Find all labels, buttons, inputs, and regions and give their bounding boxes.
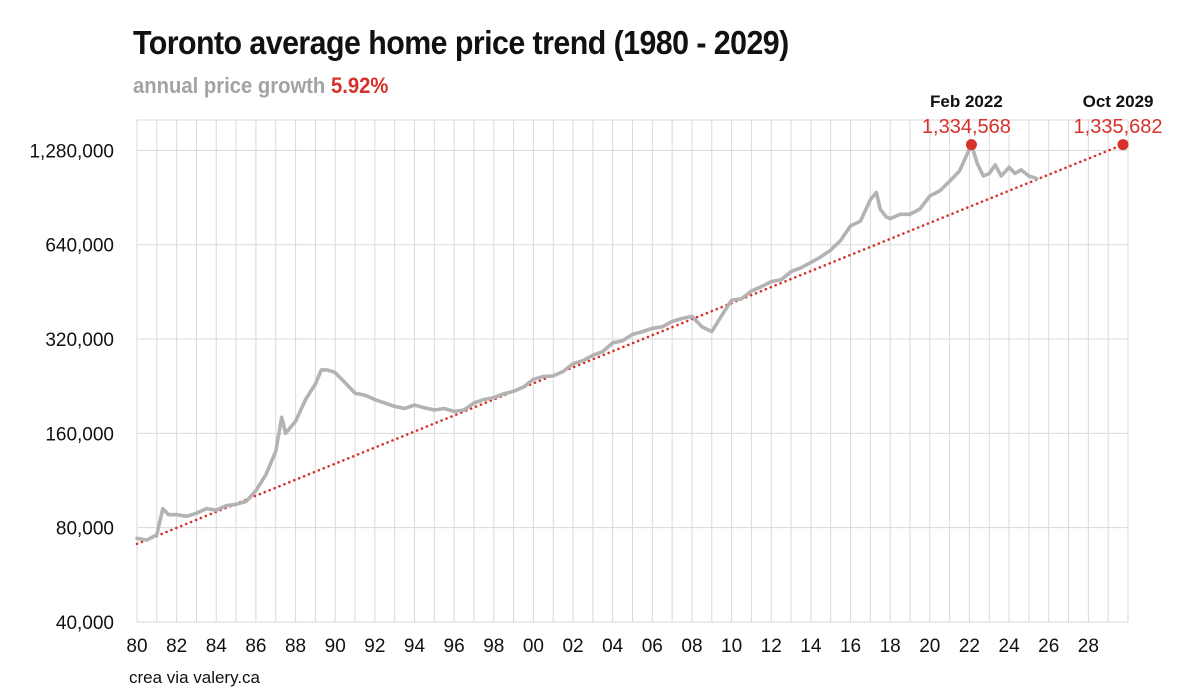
y-tick-label: 40,000 [56, 613, 114, 634]
y-axis-ticks: 40,000 80,000 160,000 320,000 640,000 1,280,0… [29, 141, 114, 634]
y-tick-label: 1,280,000 [29, 141, 114, 162]
x-tick-label: 04 [602, 636, 624, 657]
annotation-label: Feb 2022 [930, 92, 1003, 111]
x-tick-label: 92 [364, 636, 385, 657]
x-tick-label: 88 [285, 636, 306, 657]
y-tick-label: 320,000 [45, 330, 114, 351]
annotation-marker [1117, 139, 1129, 151]
x-axis-ticks: 80 82 84 86 88 90 92 94 96 98 00 02 04 06 08 10 12 14 16 18… [126, 636, 1099, 657]
annotation-value: 1,335,682 [1074, 116, 1163, 138]
subtitle-growth-rate: 5.92% [330, 73, 389, 98]
x-tick-label: 02 [562, 636, 583, 657]
annotation-label: Oct 2029 [1083, 92, 1154, 111]
x-tick-label: 90 [325, 636, 346, 657]
trend-line [135, 143, 1125, 546]
chart-title: Toronto average home price trend (1980 -… [133, 24, 789, 61]
source-credit: crea via valery.ca [129, 668, 261, 687]
x-tick-label: 94 [404, 636, 426, 657]
x-tick-label: 96 [444, 636, 465, 657]
chart-subtitle: annual price growth 5.92% [133, 73, 388, 99]
x-tick-label: 08 [681, 636, 702, 657]
x-tick-label: 86 [245, 636, 266, 657]
x-tick-label: 06 [642, 636, 663, 657]
annotation-layer: Feb 2022 1,334,568 Oct 2029 1,335,682 [922, 92, 1163, 151]
x-tick-label: 20 [919, 636, 940, 657]
annotation-marker [965, 139, 977, 151]
x-tick-label: 26 [1038, 636, 1059, 657]
x-tick-label: 12 [761, 636, 782, 657]
x-tick-label: 14 [800, 636, 822, 657]
y-tick-label: 80,000 [56, 519, 114, 540]
y-tick-label: 640,000 [45, 236, 114, 257]
x-tick-label: 98 [483, 636, 504, 657]
grid-layer [136, 119, 1129, 623]
x-tick-label: 16 [840, 636, 861, 657]
subtitle-prefix: annual price growth [133, 73, 326, 98]
price-line [135, 142, 1039, 542]
y-tick-label: 160,000 [45, 424, 114, 445]
x-tick-label: 80 [126, 636, 147, 657]
x-tick-label: 84 [206, 636, 228, 657]
x-tick-label: 00 [523, 636, 544, 657]
x-tick-label: 22 [959, 636, 980, 657]
x-tick-label: 10 [721, 636, 742, 657]
x-tick-label: 18 [880, 636, 901, 657]
x-tick-label: 24 [999, 636, 1021, 657]
x-tick-label: 82 [166, 636, 187, 657]
series-layer [135, 142, 1125, 546]
x-tick-label: 28 [1078, 636, 1099, 657]
annotation-value: 1,334,568 [922, 116, 1011, 138]
